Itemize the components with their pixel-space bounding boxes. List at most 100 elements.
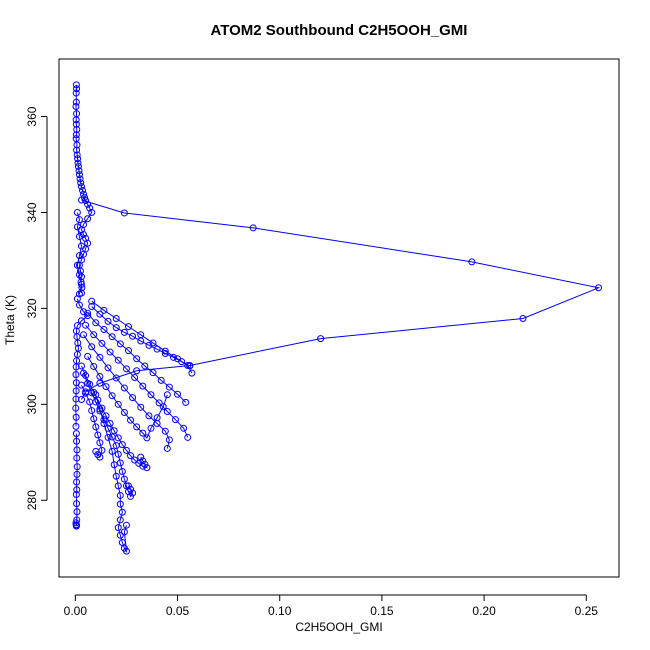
data-point [88,297,96,305]
data-point [118,508,126,516]
data-point [72,98,80,106]
data-point [77,179,85,187]
data-point [84,352,92,360]
data-point [73,486,81,494]
data-point [182,398,190,406]
data-point [96,310,104,318]
data-point [149,369,157,377]
data-point [72,89,80,97]
data-point [84,379,92,387]
data-point [110,461,118,469]
series-line-13 [91,300,193,374]
plot-frame [58,58,620,578]
data-point [122,446,130,454]
data-point [92,391,100,399]
data-point [112,324,120,332]
data-point [114,400,122,408]
data-point [124,347,132,355]
data-point [73,151,81,159]
data-point [75,232,83,240]
data-point [77,280,85,288]
series-line-6 [85,324,189,438]
data-point [80,369,88,377]
data-point [72,519,80,527]
data-point [127,416,135,424]
data-point [112,374,120,382]
data-point [102,383,110,391]
data-point [169,353,177,361]
data-point [114,524,122,532]
data-point [74,339,82,347]
series-line-12 [81,384,103,459]
data-point [73,223,81,231]
data-point [72,404,80,412]
data-point [72,387,80,395]
data-point [114,356,122,364]
data-point [77,242,85,250]
data-point [155,399,163,407]
data-point [84,215,92,223]
data-point [90,362,98,370]
data-point [141,362,149,370]
data-point [137,331,145,339]
data-point [595,284,603,292]
data-point [80,331,88,339]
data-point [73,454,81,462]
data-point [72,491,80,498]
data-point [73,508,81,516]
data-point [116,491,124,499]
data-point [120,328,128,336]
data-point [72,116,80,124]
data-point [124,323,132,331]
data-point [77,273,85,281]
data-point [73,322,81,330]
data-point [188,369,196,377]
data-point [108,333,116,341]
data-point [75,271,83,279]
data-point [108,392,116,400]
data-point [145,412,153,420]
data-point [92,447,100,455]
y-tick-label: 340 [25,202,39,222]
data-point [131,373,139,381]
data-point [96,353,104,361]
data-point [80,231,88,239]
data-point [96,439,104,447]
data-point [75,216,83,224]
data-point [519,314,527,322]
data-point [98,339,106,347]
data-point [165,383,173,391]
data-point [122,521,130,529]
data-point [88,407,96,415]
data-point [180,424,188,432]
data-point [139,382,147,390]
data-point [72,120,80,128]
data-point [129,394,137,402]
data-point [72,430,80,438]
x-axis-label: C2H5OOH_GMI [295,620,382,634]
data-point [108,433,116,441]
data-point [75,290,83,298]
data-point [161,427,169,435]
x-tick-label: 0.05 [166,604,190,618]
data-point [110,427,118,435]
data-point [88,302,96,310]
y-tick-label: 300 [25,394,39,414]
data-point [72,102,80,110]
data-point [163,391,171,399]
data-point [112,442,120,450]
data-point [73,146,81,154]
data-point [90,331,98,339]
data-point [137,403,145,411]
data-point [159,403,167,411]
axes-layer: 0.00 0.05 0.10 0.15 0.20 0.25 280 300 320 340 360 [25,106,598,618]
data-point [73,85,81,93]
series-line-7 [83,334,170,449]
data-point [82,321,90,329]
data-point [100,306,108,314]
data-point [163,444,171,452]
data-point [74,162,82,170]
data-point [73,478,81,486]
